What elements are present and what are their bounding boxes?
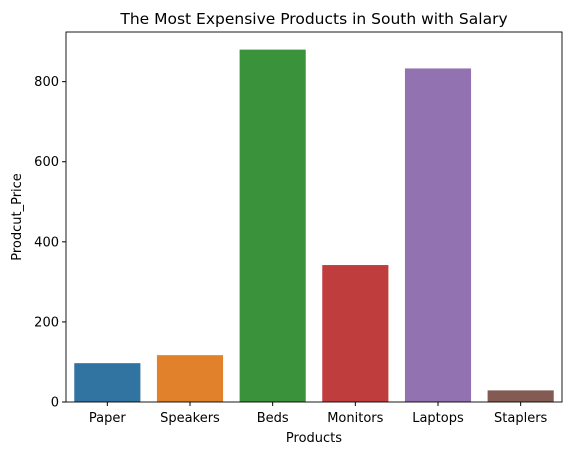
bars-group: [74, 49, 554, 402]
bar-speakers: [156, 355, 224, 402]
y-axis-label: Prodcut_Price: [10, 173, 25, 261]
y-tick-label: 400: [34, 235, 59, 250]
x-tick-label: Paper: [89, 411, 126, 426]
bar-staplers: [487, 390, 554, 402]
y-tick-label: 800: [34, 75, 59, 90]
x-axis-label: Products: [286, 431, 342, 446]
y-tick-label: 600: [34, 155, 59, 170]
chart-title: The Most Expensive Products in South wit…: [119, 10, 507, 28]
x-tick-label: Beds: [257, 411, 289, 426]
y-axis-ticks: 0 200 400 600 800: [34, 75, 66, 411]
x-tick-label: Staplers: [494, 411, 548, 426]
x-tick-label: Speakers: [160, 411, 220, 426]
plot-frame: [65, 31, 563, 403]
y-tick-label: 0: [51, 396, 59, 411]
x-axis-ticks: Paper Speakers Beds Monitors Laptops Staplers: [89, 402, 548, 426]
x-tick-label: Laptops: [412, 411, 464, 426]
bar-monitors: [322, 265, 389, 402]
bar-beds: [239, 49, 306, 402]
bar-laptops: [404, 68, 472, 402]
y-tick-label: 200: [34, 315, 59, 330]
x-tick-label: Monitors: [327, 411, 383, 426]
bar-paper: [74, 363, 141, 402]
